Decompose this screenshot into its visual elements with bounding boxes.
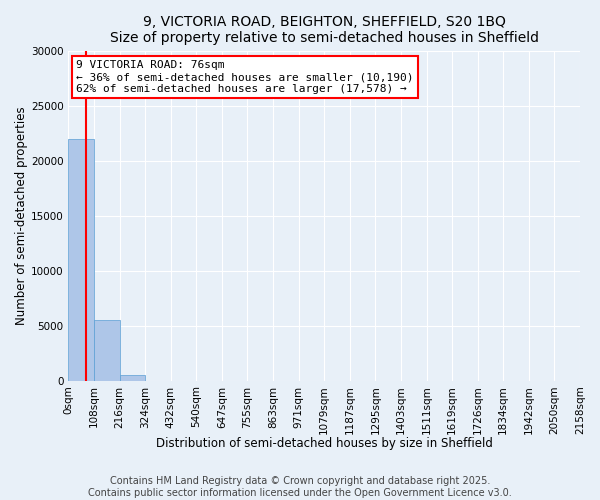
Bar (68, 138, 94, 380)
Title: 9, VICTORIA ROAD, BEIGHTON, SHEFFIELD, S20 1BQ
Size of property relative to semi: 9, VICTORIA ROAD, BEIGHTON, SHEFFIELD, S… (110, 15, 539, 45)
Y-axis label: Number of semi-detached properties: Number of semi-detached properties (15, 106, 28, 325)
Text: Contains HM Land Registry data © Crown copyright and database right 2025.
Contai: Contains HM Land Registry data © Crown c… (88, 476, 512, 498)
Bar (94, 320, 119, 380)
Text: 9 VICTORIA ROAD: 76sqm
← 36% of semi-detached houses are smaller (10,190)
62% of: 9 VICTORIA ROAD: 76sqm ← 36% of semi-det… (76, 60, 413, 94)
Bar (119, 375, 145, 380)
X-axis label: Distribution of semi-detached houses by size in Sheffield: Distribution of semi-detached houses by … (156, 437, 493, 450)
